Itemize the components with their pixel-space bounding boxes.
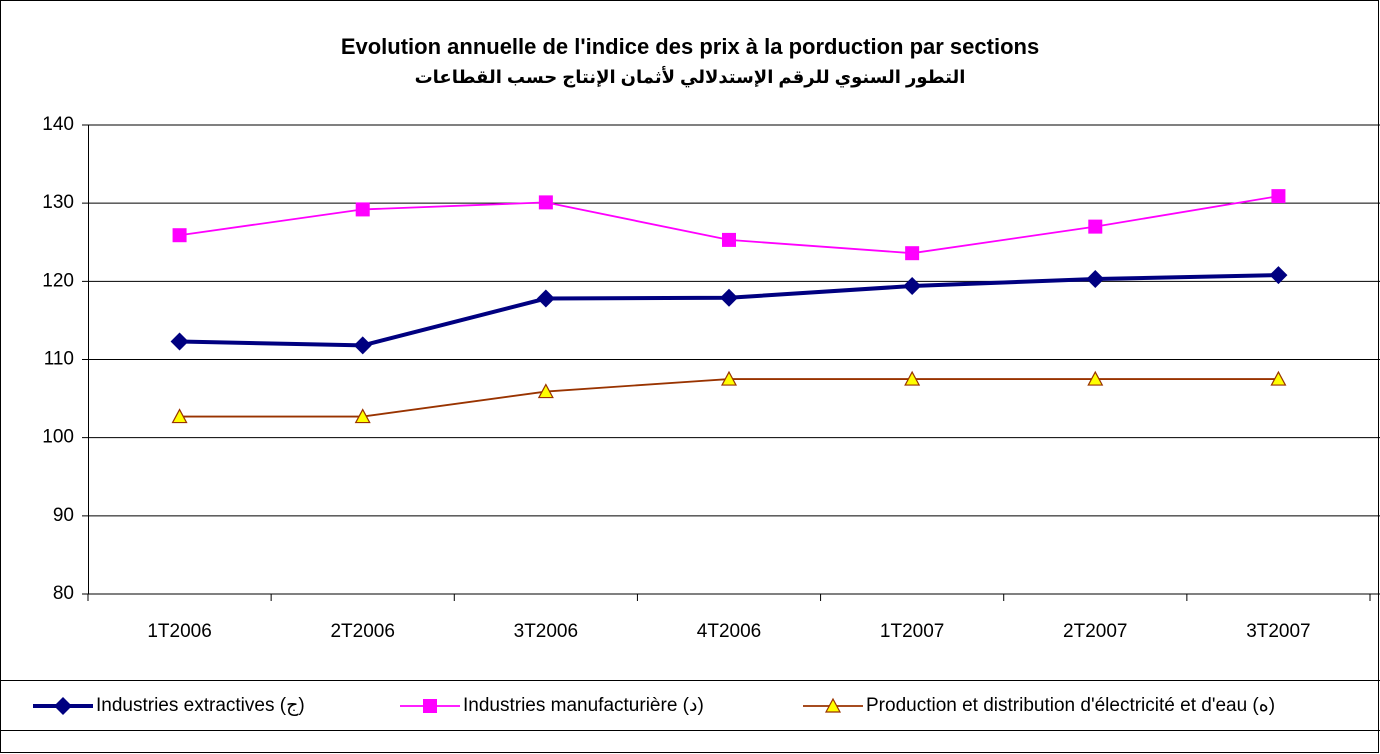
y-tick-label: 100 [42, 427, 74, 448]
point [170, 332, 189, 351]
y-tick-label: 120 [42, 270, 74, 291]
point [1087, 370, 1104, 386]
y-tick-label: 130 [42, 192, 74, 213]
y-tick-label: 80 [53, 583, 74, 604]
point [1270, 370, 1287, 386]
legend-label: Production et distribution d'électricité… [866, 695, 1275, 716]
point [355, 202, 370, 217]
x-tick-label: 1T2006 [147, 621, 211, 642]
point [423, 699, 437, 713]
point [537, 383, 554, 399]
point [1271, 189, 1286, 204]
x-tick-label: 4T2006 [697, 621, 761, 642]
point [172, 228, 187, 243]
legend-label: Industries extractives (ج) [96, 695, 305, 716]
point [1086, 269, 1105, 288]
x-tick-label: 1T2007 [880, 621, 944, 642]
chart-title: Evolution annuelle de l'indice des prix … [341, 34, 1039, 59]
x-tick-label: 3T2006 [514, 621, 578, 642]
point [171, 408, 188, 424]
point [538, 195, 553, 210]
point [904, 370, 921, 386]
y-tick-label: 110 [44, 349, 74, 370]
x-tick-label: 3T2007 [1246, 621, 1310, 642]
x-tick-label: 2T2007 [1063, 621, 1127, 642]
point [824, 697, 842, 713]
point [1269, 266, 1288, 285]
point [1088, 219, 1103, 234]
point [354, 408, 371, 424]
x-tick-label: 2T2006 [330, 621, 394, 642]
point [905, 246, 920, 261]
point [720, 370, 738, 386]
point [536, 289, 555, 308]
point [720, 288, 738, 307]
point [722, 232, 736, 247]
y-tick-label: 90 [53, 505, 74, 526]
y-tick-label: 140 [42, 114, 74, 135]
point [54, 697, 72, 715]
point [353, 336, 372, 355]
legend-label: Industries manufacturière (د) [463, 695, 704, 716]
point [903, 277, 922, 296]
chart-subtitle: التطور السنوي للرقم الإستدلالي لأثمان ال… [415, 66, 966, 88]
